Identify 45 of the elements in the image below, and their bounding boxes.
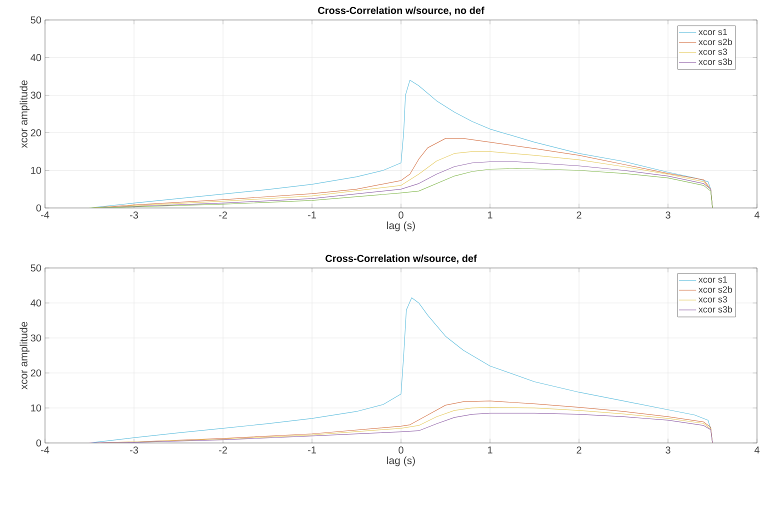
legend-label: xcor s1 <box>698 28 727 36</box>
x-tick-label: 3 <box>666 212 670 219</box>
y-axis-title: xcor amplitude <box>20 80 30 148</box>
y-tick-label: 40 <box>30 54 42 62</box>
x-tick-label: 2 <box>576 446 582 454</box>
x-axis-title: lag (s) <box>387 221 415 232</box>
y-tick-label: 40 <box>30 299 42 307</box>
y-tick-label: 20 <box>30 129 42 136</box>
x-tick-label: -3 <box>130 212 138 219</box>
x-axis-title: lag (s) <box>387 456 415 466</box>
chart-title: Cross-Correlation w/source, def <box>326 254 477 264</box>
legend-label: xcor s3b <box>698 306 732 313</box>
x-tick-label: 4 <box>754 212 760 218</box>
x-tick-label: 0 <box>398 212 404 219</box>
y-tick-label: 10 <box>31 404 42 412</box>
y-tick-label: 30 <box>30 92 42 99</box>
x-tick-label: 2 <box>576 212 582 218</box>
x-tick-label: 1 <box>488 212 492 218</box>
y-tick-label: 50 <box>30 264 42 272</box>
y-tick-label: 10 <box>31 166 42 174</box>
x-tick-label: -1 <box>308 212 316 218</box>
y-tick-label: 0 <box>36 204 42 212</box>
x-tick-label: -4 <box>41 446 50 454</box>
x-tick-label: -2 <box>218 212 227 218</box>
x-tick-label: 4 <box>754 446 760 454</box>
x-tick-label: -4 <box>41 212 50 218</box>
y-tick-label: 50 <box>30 16 42 24</box>
legend-label: xcor s2b <box>698 38 732 46</box>
y-tick-label: 0 <box>36 439 42 447</box>
x-tick-label: -2 <box>218 446 227 454</box>
legend-label: xcor s3b <box>698 58 732 65</box>
legend-label: xcor s3 <box>698 296 728 303</box>
legend-label: xcor s2b <box>698 286 732 293</box>
chart-title: Cross-Correlation w/source, no def <box>318 6 484 16</box>
legend-label: xcor s1 <box>698 276 727 283</box>
legend-label: xcor s3 <box>698 48 728 55</box>
x-tick-label: 3 <box>666 446 670 454</box>
x-tick-label: -3 <box>130 446 138 454</box>
x-tick-label: 1 <box>488 446 492 454</box>
y-tick-label: 30 <box>30 334 42 342</box>
x-tick-label: 0 <box>398 446 404 454</box>
x-tick-label: -1 <box>308 446 316 454</box>
line-series <box>89 412 713 443</box>
y-tick-label: 20 <box>30 369 42 377</box>
y-axis-title: xcor amplitude <box>20 322 30 390</box>
